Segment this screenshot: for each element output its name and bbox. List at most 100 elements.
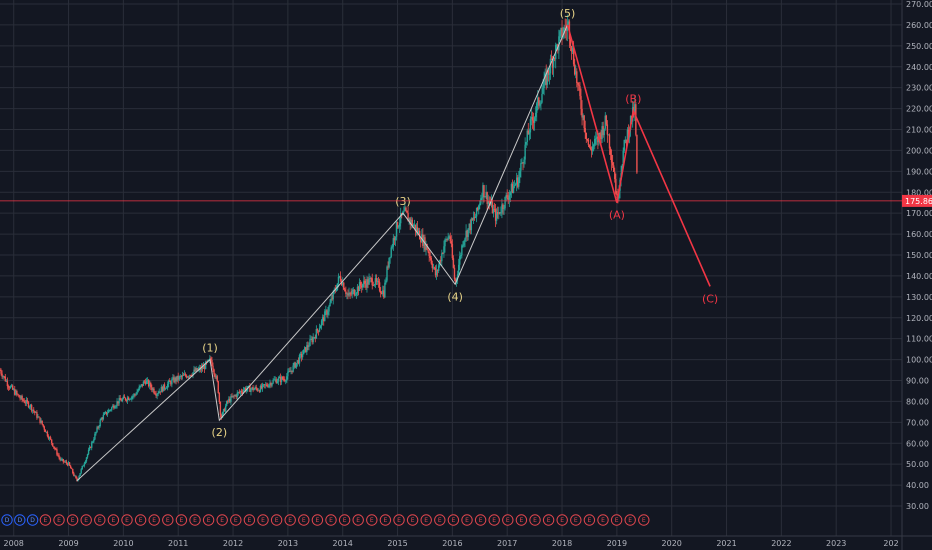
earnings-marker-label: E	[125, 517, 129, 524]
candle-body	[314, 337, 316, 339]
candle-body	[319, 325, 322, 329]
candle-body	[48, 437, 51, 439]
candle-body	[173, 377, 175, 383]
candle-body	[518, 177, 520, 187]
candle-body	[493, 208, 496, 210]
y-tick-label: 80.00	[906, 397, 929, 406]
candle-body	[482, 185, 484, 198]
candle-body	[564, 27, 566, 30]
candle-body	[398, 223, 401, 227]
candle-body	[180, 376, 183, 378]
candle-body	[490, 201, 493, 205]
candle-body	[388, 257, 390, 268]
candle-body	[540, 102, 542, 105]
candle-body	[94, 433, 96, 440]
candle-body	[38, 416, 40, 418]
candle-body	[125, 400, 128, 401]
candle-body	[615, 178, 617, 194]
candle-body	[315, 329, 318, 339]
candle-body	[611, 162, 614, 166]
grid-lines	[0, 0, 902, 536]
candle-body	[152, 388, 154, 391]
candle-body	[349, 292, 351, 294]
candle-body	[244, 388, 247, 391]
candle-body	[230, 396, 232, 403]
earnings-marker-label: E	[411, 517, 415, 524]
candle-body	[523, 159, 525, 164]
candle-body	[168, 380, 170, 384]
candle-body	[176, 375, 178, 381]
candle-body	[571, 47, 574, 52]
candle-body	[511, 184, 514, 193]
candle-body	[497, 211, 499, 215]
candle-body	[151, 387, 153, 391]
y-tick-label: 160.00	[906, 230, 932, 239]
candle-body	[541, 93, 543, 103]
y-tick-label: 200.00	[906, 146, 932, 155]
x-tick-label: 2014	[333, 539, 353, 548]
candle-body	[569, 39, 572, 47]
candle-body	[346, 293, 348, 295]
candle-body	[594, 138, 596, 145]
candle-body	[252, 387, 254, 391]
y-tick-label: 250.00	[906, 42, 932, 51]
candle-body	[111, 407, 113, 410]
earnings-marker	[638, 514, 650, 526]
candle-body	[96, 427, 98, 432]
candle-body	[473, 217, 476, 219]
candle-body	[348, 292, 350, 296]
candle-body	[440, 260, 442, 262]
candle-body	[85, 457, 88, 462]
candle-body	[514, 184, 517, 186]
candle-body	[573, 64, 576, 75]
candle-body	[543, 77, 545, 89]
candle-body	[526, 130, 528, 143]
candle-body	[19, 397, 21, 399]
candle-body	[146, 380, 149, 381]
candle-body	[381, 292, 383, 295]
candle-body	[534, 112, 537, 118]
earnings-marker	[352, 514, 364, 526]
candle-body	[488, 200, 490, 203]
earnings-marker-label: E	[452, 517, 456, 524]
candle-body	[174, 377, 176, 383]
candle-body	[31, 409, 34, 411]
candle-body	[566, 24, 569, 31]
earnings-marker	[66, 514, 79, 526]
candle-body	[10, 385, 13, 387]
candle-body	[427, 249, 429, 252]
x-tick-label: 2013	[278, 539, 298, 548]
candle-body	[538, 97, 540, 106]
time-axis[interactable]: 2008 2009 2010 2011 2012 2013 2014 2015 2016 2017…	[0, 535, 932, 548]
candle-body	[256, 388, 258, 391]
candle-body	[549, 58, 552, 74]
candle-body	[626, 129, 629, 144]
candle-body	[325, 310, 327, 312]
price-axis[interactable]: 270.00 260.00 250.00 240.00 230.00 220.00 210.…	[901, 0, 932, 550]
candle-body	[504, 196, 506, 209]
candle-body	[28, 406, 31, 408]
earnings-marker	[230, 514, 242, 526]
candle-body	[286, 376, 288, 381]
earnings-marker	[175, 514, 188, 526]
candle-body	[127, 397, 130, 400]
candle-body	[217, 381, 219, 394]
candle-body	[551, 59, 554, 68]
candle-body	[392, 238, 395, 247]
candle-body	[79, 473, 81, 476]
candle-body	[249, 385, 251, 392]
candle-body	[263, 384, 266, 386]
candle-body	[145, 380, 148, 384]
earnings-marker-label: E	[492, 517, 496, 524]
candle-body	[80, 469, 82, 474]
candle-body	[102, 414, 105, 420]
candle-body	[82, 465, 85, 467]
earnings-marker-label: E	[574, 517, 578, 524]
candle-body	[55, 449, 57, 450]
earnings-marker-label: E	[248, 517, 252, 524]
candle-body	[52, 443, 54, 447]
x-tick-label: 202	[883, 539, 898, 548]
candle-body	[259, 385, 262, 392]
candle-body	[54, 447, 56, 450]
